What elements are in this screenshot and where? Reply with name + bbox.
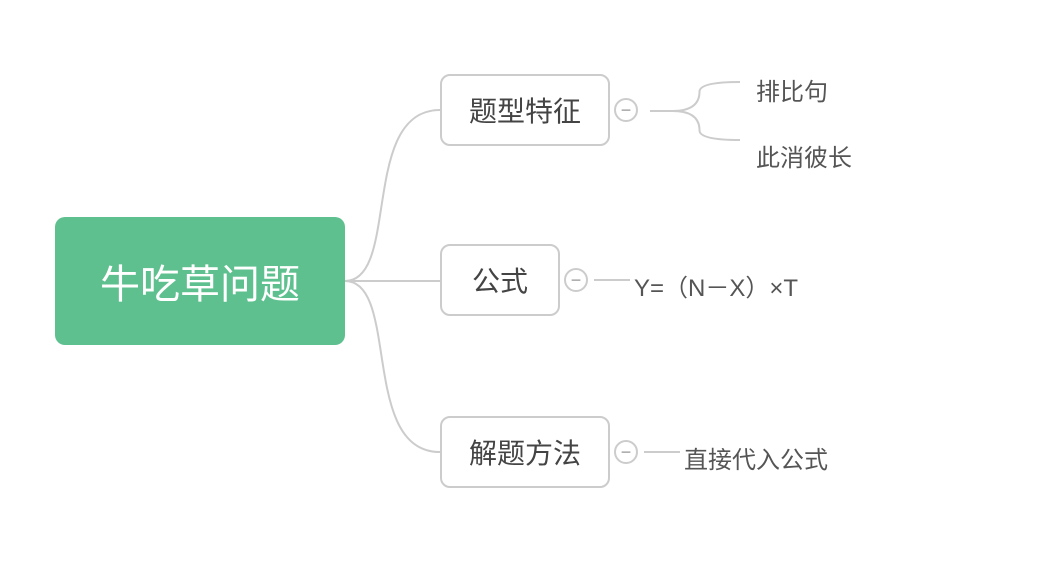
collapse-toggle-icon[interactable]: − <box>564 268 588 292</box>
branch-node-2[interactable]: 解题方法 <box>440 416 610 488</box>
branch-label: 公式 <box>472 260 528 300</box>
branch-label: 解题方法 <box>469 432 581 472</box>
collapse-toggle-icon[interactable]: − <box>614 98 638 122</box>
branch-label: 题型特征 <box>469 90 581 130</box>
leaf-node[interactable]: 排比句 <box>756 72 828 107</box>
root-node[interactable]: 牛吃草问题 <box>55 217 345 345</box>
root-label: 牛吃草问题 <box>100 252 300 310</box>
leaf-node[interactable]: Y=（N－X）×T <box>634 268 798 303</box>
leaf-node[interactable]: 直接代入公式 <box>684 440 828 475</box>
branch-node-1[interactable]: 公式 <box>440 244 560 316</box>
branch-node-0[interactable]: 题型特征 <box>440 74 610 146</box>
leaf-node[interactable]: 此消彼长 <box>756 138 852 173</box>
collapse-toggle-icon[interactable]: − <box>614 440 638 464</box>
bracket-connector <box>650 68 740 154</box>
